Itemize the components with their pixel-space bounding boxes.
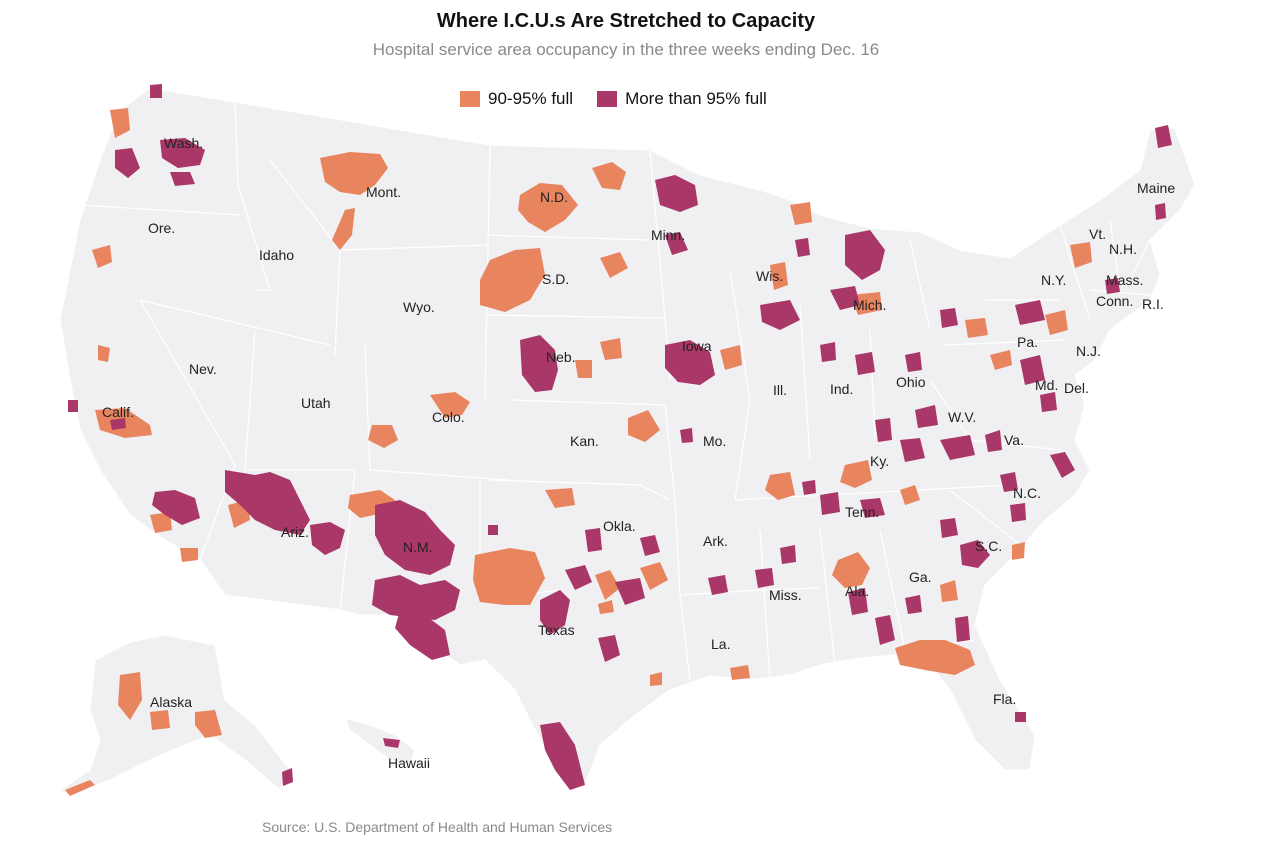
label-colo: Colo. — [432, 409, 465, 425]
legend-swatch-high — [460, 91, 480, 107]
label-mo: Mo. — [703, 433, 726, 449]
map-title: Where I.C.U.s Are Stretched to Capacity — [436, 10, 816, 32]
label-alaska: Alaska — [150, 694, 192, 710]
label-sd: S.D. — [542, 271, 569, 287]
label-mass: Mass. — [1106, 272, 1143, 288]
legend-item-very-high: More than 95% full — [597, 89, 767, 109]
source-note: Source: U.S. Department of Health and Hu… — [262, 819, 613, 835]
us-mainland — [59, 87, 1196, 786]
label-va: Va. — [1004, 432, 1024, 448]
label-ohio: Ohio — [896, 374, 926, 390]
legend: 90-95% full More than 95% full — [460, 88, 791, 110]
label-ore: Ore. — [148, 220, 175, 236]
label-ky: Ky. — [870, 453, 889, 469]
state-labels: Wash. Ore. Idaho Mont. Wyo. N.D. S.D. Ne… — [102, 135, 1175, 771]
label-vt: Vt. — [1089, 226, 1106, 242]
label-la: La. — [711, 636, 730, 652]
hsa-high — [65, 108, 1092, 796]
label-fla: Fla. — [993, 691, 1016, 707]
label-nev: Nev. — [189, 361, 217, 377]
label-tenn: Tenn. — [845, 504, 879, 520]
label-ind: Ind. — [830, 381, 853, 397]
label-md: Md. — [1035, 377, 1058, 393]
legend-item-high: 90-95% full — [460, 89, 573, 109]
label-maine: Maine — [1137, 180, 1175, 196]
label-idaho: Idaho — [259, 247, 294, 263]
label-utah: Utah — [301, 395, 331, 411]
legend-swatch-very-high — [597, 91, 618, 107]
hsa-very-high — [68, 84, 1172, 790]
hawaii-land — [343, 717, 416, 766]
map-subtitle: Hospital service area occupancy in the t… — [372, 40, 880, 59]
label-sc: S.C. — [975, 538, 1002, 554]
label-nd: N.D. — [540, 189, 568, 205]
label-ny: N.Y. — [1041, 272, 1066, 288]
label-miss: Miss. — [769, 587, 802, 603]
label-ariz: Ariz. — [281, 524, 309, 540]
land — [58, 87, 1196, 796]
label-wis: Wis. — [756, 268, 783, 284]
label-ga: Ga. — [909, 569, 932, 585]
label-kan: Kan. — [570, 433, 599, 449]
label-minn: Minn. — [651, 227, 685, 243]
label-nh: N.H. — [1109, 241, 1137, 257]
label-hawaii: Hawaii — [388, 755, 430, 771]
label-nc: N.C. — [1013, 485, 1041, 501]
label-del: Del. — [1064, 380, 1089, 396]
label-calif: Calif. — [102, 404, 134, 420]
label-neb: Neb. — [546, 349, 576, 365]
legend-label-very-high: More than 95% full — [625, 89, 767, 108]
label-ark: Ark. — [703, 533, 728, 549]
label-conn: Conn. — [1096, 293, 1133, 309]
label-wyo: Wyo. — [403, 299, 435, 315]
label-wv: W.V. — [948, 409, 976, 425]
legend-label-high: 90-95% full — [488, 89, 574, 108]
label-ri: R.I. — [1142, 296, 1164, 312]
alaska-land — [58, 634, 291, 796]
label-wash: Wash. — [164, 135, 203, 151]
label-ala: Ala. — [845, 583, 869, 599]
label-iowa: Iowa — [682, 338, 712, 354]
label-mich: Mich. — [853, 297, 886, 313]
label-okla: Okla. — [603, 518, 636, 534]
label-nj: N.J. — [1076, 343, 1101, 359]
label-pa: Pa. — [1017, 334, 1038, 350]
label-texas: Texas — [538, 622, 575, 638]
label-nm: N.M. — [403, 539, 433, 555]
label-mont: Mont. — [366, 184, 401, 200]
label-ill: Ill. — [773, 382, 787, 398]
